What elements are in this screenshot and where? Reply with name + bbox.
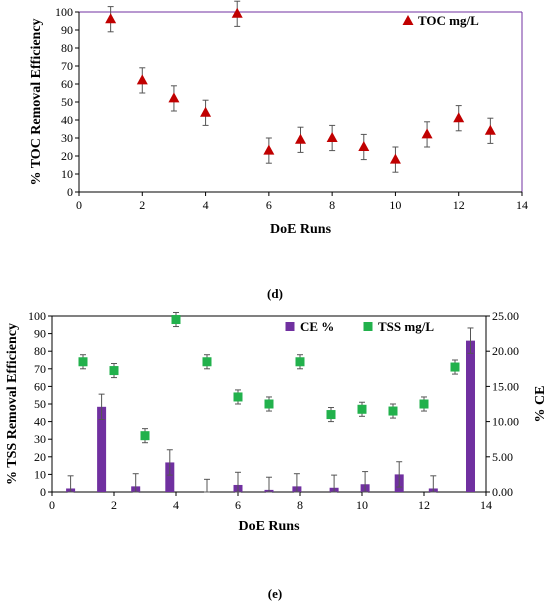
x-tick-label: 12 — [453, 198, 465, 212]
y-axis-title: % TOC Removal Efficiency — [29, 18, 44, 185]
x-axis-title: DoE Runs — [238, 519, 300, 534]
data-point — [484, 124, 496, 135]
y2-tick-label: 10.00 — [492, 415, 519, 429]
bar — [165, 462, 175, 492]
x-tick-label: 14 — [516, 198, 528, 212]
y-tick-label: 0 — [67, 185, 73, 199]
bar — [97, 406, 107, 492]
x-tick-label: 4 — [173, 498, 179, 512]
legend-swatch — [363, 322, 373, 331]
y-tick-label: 100 — [28, 309, 46, 323]
x-tick-label: 2 — [139, 198, 145, 212]
data-point — [358, 141, 370, 151]
y-tick-label: 100 — [55, 5, 73, 19]
data-point — [388, 406, 398, 416]
chart-panel-d: 0 10 20 30 40 50 60 70 80 90 100 0 2 4 6 8 10 12 14 DoE Run… — [29, 0, 528, 301]
data-point — [202, 357, 212, 367]
data-point — [105, 13, 117, 24]
y2-tick-label: 0.00 — [492, 485, 513, 499]
y-tick-label: 40 — [34, 415, 46, 429]
x-axis-title: DoE Runs — [270, 222, 332, 237]
y2-tick-label: 20.00 — [492, 344, 519, 358]
y-tick-label: 70 — [61, 59, 73, 73]
data-point — [231, 7, 243, 18]
data-point — [136, 74, 148, 85]
data-point — [200, 106, 212, 117]
series-ce- — [66, 327, 475, 493]
x-tick-label: 14 — [480, 498, 492, 512]
y-tick-label: 80 — [61, 41, 73, 55]
x-tick-label: 0 — [76, 198, 82, 212]
legend-swatch — [402, 15, 414, 25]
data-point — [419, 399, 429, 409]
data-point — [295, 133, 306, 144]
legend-entry: TOC mg/L — [402, 13, 479, 28]
x-tick-label: 6 — [235, 498, 241, 512]
y-tick-label: 20 — [34, 450, 46, 464]
y-tick-label: 80 — [34, 344, 46, 358]
chart-panel-e: 0 10 20 30 40 50 60 70 80 90 100 0 2 4 6 8 10 12 140.00 5.0… — [5, 309, 548, 601]
x-tick-label: 10 — [389, 198, 401, 212]
data-point — [168, 92, 180, 103]
data-point — [140, 431, 150, 441]
data-point — [171, 315, 181, 325]
y-tick-label: 40 — [61, 113, 73, 127]
data-point — [421, 128, 433, 139]
data-point — [263, 144, 275, 155]
y-tick-label: 10 — [34, 467, 46, 481]
y2-tick-label: 5.00 — [492, 450, 513, 464]
x-tick-label: 2 — [111, 498, 117, 512]
bar — [466, 340, 475, 492]
y2-tick-label: 15.00 — [492, 379, 519, 393]
data-point — [450, 362, 460, 372]
y-tick-label: 70 — [34, 362, 46, 376]
x-tick-label: 4 — [203, 198, 209, 212]
data-point — [389, 153, 401, 164]
series-toc-mg-l — [105, 0, 496, 173]
y-tick-label: 90 — [34, 327, 46, 341]
y-tick-label: 10 — [61, 167, 73, 181]
data-point — [326, 410, 336, 420]
y-tick-label: 50 — [34, 397, 46, 411]
y-tick-label: 90 — [61, 23, 73, 37]
panel-label: (d) — [267, 286, 283, 301]
legend-label: CE % — [300, 319, 334, 334]
data-point — [78, 357, 88, 367]
x-tick-label: 0 — [49, 498, 55, 512]
series-tss-mg-l — [78, 311, 460, 444]
legend-label: TSS mg/L — [378, 319, 434, 334]
y2-axis-title: % CE — [533, 386, 548, 423]
x-tick-label: 8 — [297, 498, 303, 512]
legend-entry: CE % — [285, 319, 334, 334]
y2-tick-label: 25.00 — [492, 309, 519, 323]
data-point — [453, 112, 465, 123]
panel-label: (e) — [268, 586, 282, 601]
y-tick-label: 30 — [34, 432, 46, 446]
x-tick-label: 8 — [329, 198, 335, 212]
data-point — [233, 392, 243, 402]
y-tick-label: 0 — [40, 485, 46, 499]
data-point — [109, 366, 119, 376]
y-axis-title: % TSS Removal Efficiency — [5, 323, 20, 485]
legend-swatch — [285, 322, 295, 331]
data-point — [357, 404, 367, 414]
x-tick-label: 6 — [266, 198, 272, 212]
x-tick-label: 12 — [418, 498, 430, 512]
data-point — [264, 399, 274, 409]
legend-label: TOC mg/L — [418, 13, 479, 28]
y-tick-label: 60 — [34, 379, 46, 393]
legend-entry: TSS mg/L — [363, 319, 434, 334]
y-tick-label: 50 — [61, 95, 73, 109]
data-point — [326, 132, 338, 142]
y-tick-label: 30 — [61, 131, 73, 145]
y-tick-label: 20 — [61, 149, 73, 163]
data-point — [295, 357, 305, 367]
y-tick-label: 60 — [61, 77, 73, 91]
x-tick-label: 10 — [356, 498, 368, 512]
